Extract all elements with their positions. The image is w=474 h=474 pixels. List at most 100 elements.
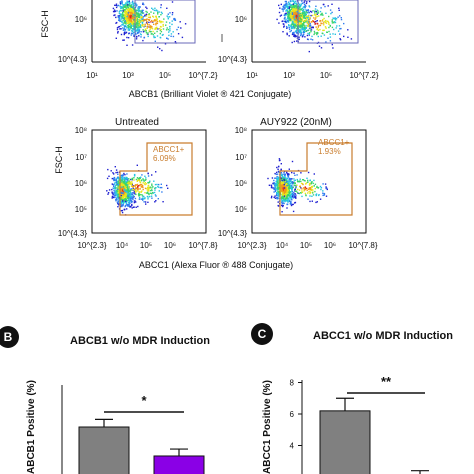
event-dot [141, 197, 144, 199]
event-dot [134, 197, 137, 200]
event-dot [294, 179, 296, 181]
event-dot [129, 20, 131, 23]
event-dot [128, 22, 130, 24]
event-dot [290, 17, 292, 19]
event-dot [292, 9, 294, 12]
event-dot [138, 28, 141, 30]
event-dot [288, 25, 290, 27]
event-dot [308, 191, 310, 193]
event-dot [310, 30, 312, 33]
event-dot [309, 179, 311, 182]
event-dot [302, 183, 304, 186]
event-dot [130, 32, 133, 34]
y-tick-label: 10^{4.3} [218, 229, 247, 238]
event-dot [147, 192, 149, 195]
event-dot [282, 173, 284, 175]
event-dot [339, 39, 342, 41]
y-tick-label: 10⁵ [235, 205, 247, 214]
event-dot [282, 185, 284, 187]
event-dot [308, 50, 310, 53]
event-dot [124, 181, 127, 183]
event-dot [167, 16, 169, 18]
event-dot [277, 186, 280, 189]
event-dot [288, 178, 290, 181]
event-dot [146, 22, 148, 25]
event-dot [124, 11, 127, 14]
x-tick-label: 10⁶ [324, 241, 336, 250]
event-dot [111, 183, 113, 185]
event-dot [143, 19, 146, 21]
event-dot [283, 6, 285, 9]
event-dot [286, 9, 289, 12]
event-dot [295, 18, 297, 20]
event-dot [120, 18, 123, 20]
x-tick-label: 10^{2.3} [237, 241, 266, 250]
event-dot [117, 206, 119, 208]
event-dot [168, 34, 170, 37]
event-dot [267, 177, 269, 180]
event-dot [279, 15, 282, 17]
event-dot [309, 18, 311, 20]
event-dot [309, 195, 311, 197]
event-dot [281, 20, 283, 23]
event-dot [287, 16, 290, 18]
event-dot [120, 193, 122, 195]
event-dot [116, 10, 118, 12]
event-dot [273, 191, 275, 193]
event-dot [312, 191, 314, 193]
event-dot [124, 188, 127, 190]
event-dot [283, 14, 285, 16]
event-dot [294, 15, 296, 17]
event-dot [304, 180, 306, 182]
event-dot [282, 192, 284, 194]
event-dot [125, 11, 127, 13]
event-dot [130, 189, 132, 191]
event-dot [118, 180, 120, 182]
event-dot [128, 187, 130, 189]
event-dot [116, 177, 118, 179]
event-dot [122, 193, 125, 196]
event-dot [136, 35, 138, 38]
event-dot [274, 195, 276, 197]
event-dot [117, 26, 120, 28]
event-dot [107, 168, 109, 171]
event-dot [141, 195, 144, 197]
event-dot [135, 191, 137, 193]
event-dot [288, 182, 290, 184]
event-dot [116, 189, 118, 191]
event-dot [122, 9, 125, 11]
event-dot [121, 16, 123, 19]
event-dot [273, 187, 276, 189]
event-dot [124, 174, 126, 176]
event-dot [122, 187, 124, 189]
event-dot [148, 21, 150, 24]
event-dot [165, 21, 168, 23]
event-dot [134, 188, 137, 190]
event-dot [338, 7, 340, 9]
event-dot [162, 23, 164, 26]
event-dot [295, 29, 298, 32]
event-dot [326, 188, 328, 191]
event-dot [285, 183, 287, 186]
event-dot [136, 21, 139, 23]
event-dot [288, 180, 291, 182]
event-dot [276, 198, 278, 200]
event-dot [131, 203, 133, 206]
event-dot [294, 202, 296, 204]
event-dot [120, 202, 122, 204]
event-dot [117, 185, 119, 188]
event-dot [314, 18, 316, 20]
event-dot [145, 192, 148, 194]
event-dot [116, 191, 119, 193]
event-dot [288, 13, 291, 15]
event-dot [154, 28, 156, 30]
event-dot [132, 0, 134, 2]
event-dot [278, 177, 280, 180]
event-dot [141, 18, 143, 20]
event-dot [145, 177, 147, 179]
event-dot [329, 36, 332, 38]
event-dot [302, 34, 304, 37]
event-dot [152, 20, 154, 23]
event-dot [293, 180, 295, 182]
event-dot [292, 18, 294, 20]
